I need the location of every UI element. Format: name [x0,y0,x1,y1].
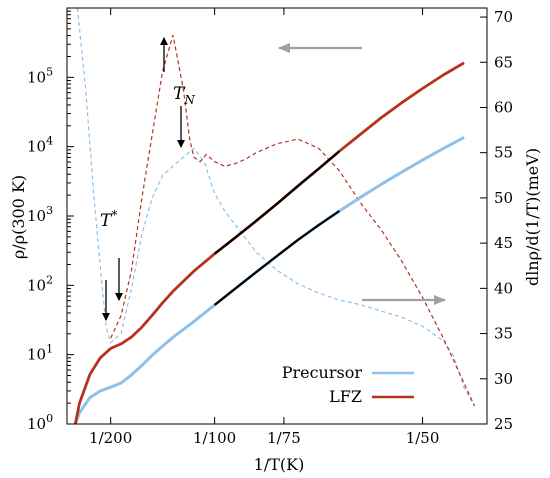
y-axis-left-label: ρ/ρ(300 K) [9,175,28,259]
annotation-tn: TN [173,84,195,107]
y-right-tick-label: 30 [494,370,513,388]
x-tick-label: 1/200 [89,429,132,447]
fit-segment-precursor [213,210,341,306]
x-axis-label: 1/T(K) [254,455,305,474]
y-right-tick-label: 65 [494,53,513,71]
y-left-tick-label: 100 [27,412,53,433]
annotation-layer: TN T* [100,37,446,321]
y-right-tick-label: 35 [494,325,513,343]
y-right-tick-label: 40 [494,279,513,297]
y-left-tick-label: 103 [27,204,53,225]
series-lfz-derivative-line [110,34,476,407]
legend-label-precursor: Precursor [282,363,363,382]
fit-segment-lfz [213,150,341,255]
y-left-tick-label: 101 [27,343,53,364]
y-left-tick-label: 105 [27,65,53,86]
series-precursor-derivative-line [76,8,476,407]
axes-layer: 1/200 1/100 1/75 1/50 100 101 102 103 104 105 25 30… [27,7,513,447]
y-left-tick-label: 102 [27,273,53,294]
y-right-tick-label: 55 [494,144,513,162]
series-precursor-resistivity-line [73,136,465,424]
plot-frame [66,7,488,425]
x-tick-label: 1/50 [406,429,440,447]
y-right-tick-label: 60 [494,98,513,116]
y-right-tick-label: 50 [494,189,513,207]
x-tick-label: 1/75 [267,429,301,447]
series-lfz-resistivity-line [73,61,465,424]
y-left-tick-label: 104 [27,135,53,156]
legend: Precursor LFZ [282,363,414,406]
plot-area [73,8,476,424]
x-tick-label: 1/100 [193,429,236,447]
y-axis-right-label: dlnρ/d(1/T)(meV) [523,148,542,286]
legend-label-lfz: LFZ [329,387,362,406]
series-layer [73,8,476,424]
y-right-tick-label: 25 [494,415,513,433]
annotation-tstar: T* [100,208,117,231]
y-right-tick-label: 45 [494,234,513,252]
y-right-tick-label: 70 [494,8,513,26]
